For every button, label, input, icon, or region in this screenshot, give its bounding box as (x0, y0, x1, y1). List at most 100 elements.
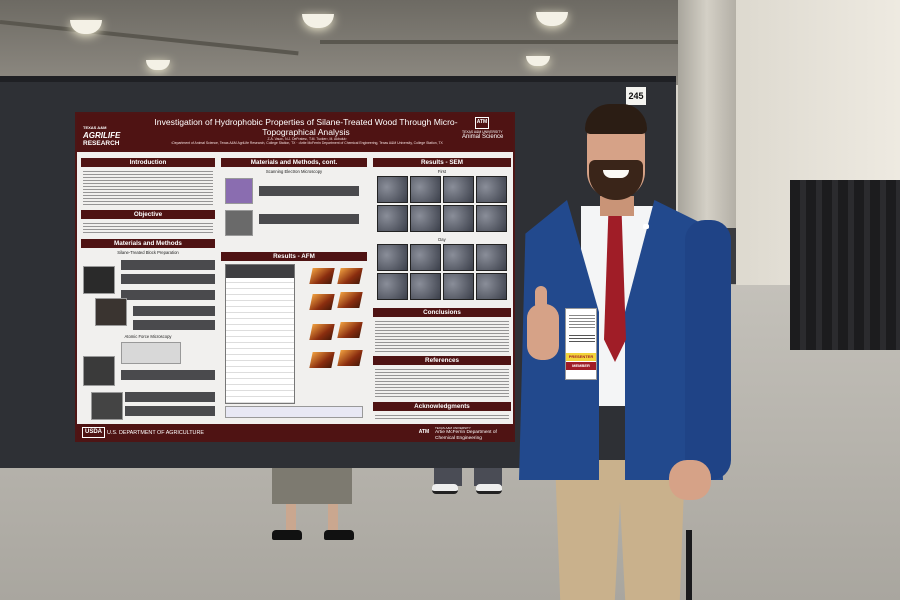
ceiling-lamp (526, 56, 550, 66)
visitor-leg (328, 504, 338, 534)
sem-micrograph (443, 244, 474, 271)
afm-results-table (225, 264, 295, 404)
section-results-afm: Results - AFM (221, 252, 367, 261)
visitor-shoe (324, 530, 354, 540)
afm-instrument-photo (121, 342, 181, 364)
hand (669, 460, 711, 500)
sem-micrograph (410, 244, 441, 271)
ceiling-truss (320, 40, 680, 44)
usda-text: U.S. DEPARTMENT OF AGRICULTURE (107, 430, 204, 436)
tamu-logo-icon: ATM (475, 117, 489, 129)
sem-micrograph (377, 244, 408, 271)
visitor-legs (272, 468, 354, 548)
visitor-pant (474, 468, 502, 486)
section-materials-methods: Materials and Methods (81, 239, 215, 248)
method-step (121, 290, 215, 300)
sem-micrograph (377, 205, 408, 232)
section-objective: Objective (81, 210, 215, 219)
afm-surface-image (309, 352, 335, 368)
sem-label-first: First (437, 169, 447, 174)
sem-micrograph (443, 273, 474, 300)
method-step (259, 186, 359, 196)
research-poster: TEXAS A&M AGRILIFE RESEARCH Investigatio… (75, 112, 515, 442)
presenter: PRESENTER MEMBER (505, 100, 735, 600)
section-references: References (373, 356, 511, 365)
poster-header: TEXAS A&M AGRILIFE RESEARCH Investigatio… (77, 114, 513, 152)
method-step (133, 320, 215, 330)
method-photo (83, 356, 115, 386)
sem-micrograph (443, 176, 474, 203)
section-introduction: Introduction (81, 158, 215, 167)
method-step (125, 392, 215, 402)
sem-micrograph (443, 205, 474, 232)
conclusions-text (375, 319, 509, 353)
section-acknowledgments: Acknowledgments (373, 402, 511, 411)
method-step (125, 406, 215, 416)
sem-micrograph (476, 205, 507, 232)
introduction-text (83, 169, 213, 207)
ceiling-lamp (536, 12, 568, 26)
visitor-pant (434, 468, 462, 486)
visitor-sneaker (476, 484, 502, 494)
ceiling-lamp (70, 20, 102, 34)
sem-micrograph (410, 176, 441, 203)
sem-label-day: Day (438, 237, 446, 242)
method-step (121, 370, 215, 380)
poster-title: Investigation of Hydrophobic Properties … (154, 117, 458, 137)
acknowledgments-text (375, 413, 509, 421)
hair (585, 104, 647, 134)
sem-micrograph (476, 273, 507, 300)
afm-surface-image (337, 322, 363, 338)
method-step (121, 260, 215, 270)
sem-micrograph (476, 176, 507, 203)
poster-column-2: Materials and Methods, cont. Scanning El… (221, 156, 367, 422)
method-photo (83, 266, 115, 294)
references-text (375, 367, 509, 399)
afm-surface-image (309, 324, 335, 340)
tamu-footer-logo-icon: ATM (418, 429, 430, 435)
red-tie (604, 212, 626, 362)
visitor-legs (432, 468, 504, 496)
afm-surface-image (309, 294, 335, 310)
method-photo (91, 392, 123, 420)
chemical-engineering-logo: TEXAS A&M UNIVERSITY Artie McFerrin Depa… (435, 426, 497, 441)
subsection-afm: Atomic Force Microscopy (124, 334, 172, 339)
ceiling-lamp (302, 14, 334, 28)
sem-micrograph (410, 273, 441, 300)
booth-number: 245 (626, 87, 646, 105)
sem-photo (225, 210, 253, 236)
lapel-pin-icon (643, 224, 649, 229)
khaki-pants (555, 460, 685, 600)
sem-photo (225, 178, 253, 204)
smile (603, 170, 629, 178)
visitor-sneaker (432, 484, 458, 494)
section-conclusions: Conclusions (373, 308, 511, 317)
animal-science-logo: TEXAS A&M UNIVERSITY Animal Science (462, 130, 504, 140)
sem-micrograph (377, 273, 408, 300)
afm-surface-image (337, 292, 363, 308)
sem-micrograph (476, 244, 507, 271)
ceiling-lamp (146, 60, 170, 70)
subsection-block-prep: Silane-Treated Block Preparation (117, 250, 179, 255)
sem-micrograph (377, 176, 408, 203)
section-results-sem: Results - SEM (373, 158, 511, 167)
jacket-sleeve (685, 220, 731, 480)
afm-surface-image (309, 268, 335, 284)
sem-micrograph (410, 205, 441, 232)
agrilife-logo: TEXAS A&M AGRILIFE RESEARCH (83, 125, 121, 147)
section-materials-methods-cont: Materials and Methods, cont. (221, 158, 367, 167)
neck (600, 196, 634, 216)
poster-footer: USDA U.S. DEPARTMENT OF AGRICULTURE ATM … (77, 424, 513, 441)
afm-surface-image (337, 350, 363, 366)
afm-surface-image (337, 268, 363, 284)
poster-column-3: Results - SEM First Day Conclusions Refe… (373, 156, 511, 422)
thumbs-up-hand (527, 304, 559, 360)
thumbs-up-icon (535, 286, 547, 310)
objective-text (83, 221, 213, 235)
subsection-sem: Scanning Electron Microscopy (265, 169, 323, 174)
name-badge: PRESENTER MEMBER (565, 308, 597, 380)
table-header (226, 265, 294, 278)
afm-line-plot (225, 406, 363, 418)
usda-logo-icon: USDA (82, 427, 106, 438)
visitor-shoe (272, 530, 302, 540)
